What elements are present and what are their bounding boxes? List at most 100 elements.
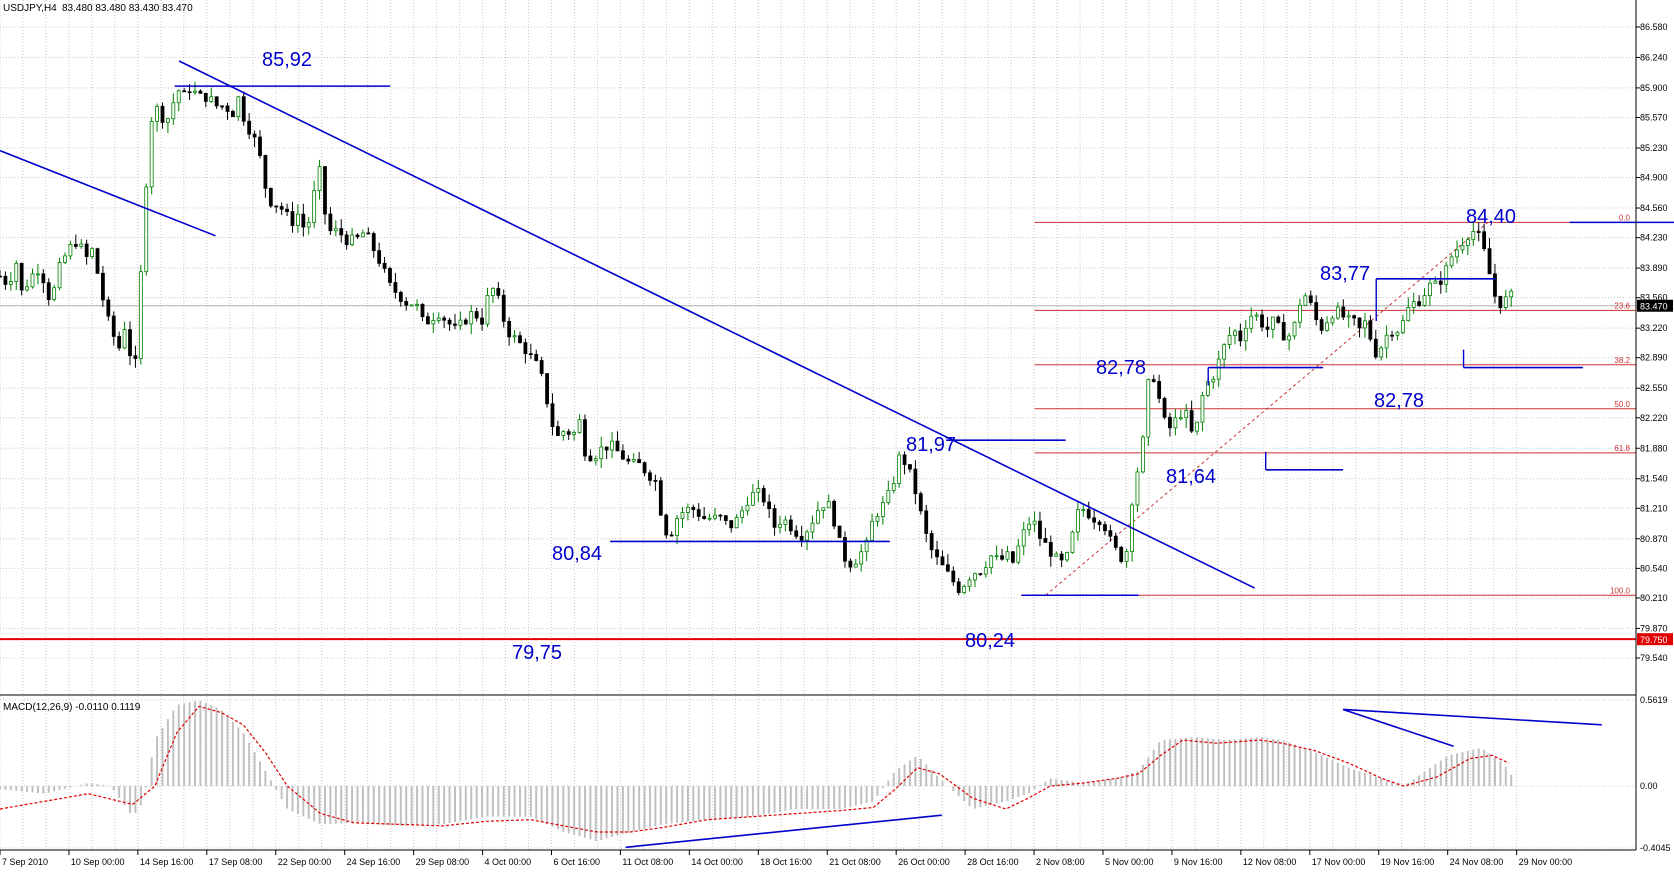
candle-body — [436, 317, 441, 321]
candle-body — [106, 299, 111, 317]
price-tick-label: 80.210 — [1640, 593, 1668, 603]
candle-body — [815, 510, 820, 524]
candle-body — [1227, 335, 1232, 346]
candle-body — [138, 271, 143, 359]
candle-body — [258, 136, 262, 156]
candle-body — [794, 530, 799, 537]
candle-body — [691, 506, 696, 510]
candle-body — [1016, 545, 1021, 563]
candle-body — [707, 517, 712, 520]
candle-body — [3, 275, 8, 285]
candle-body — [225, 105, 230, 112]
candle-body — [426, 316, 430, 325]
price-tick-label: 85.900 — [1640, 83, 1668, 93]
candle-body — [1222, 344, 1227, 360]
candle-body — [1021, 529, 1026, 547]
candle-body — [1384, 334, 1389, 349]
current-price-box — [1637, 299, 1673, 312]
candle-body — [658, 480, 663, 516]
candle-body — [122, 329, 127, 349]
candle-body — [680, 512, 685, 519]
candle-body — [388, 268, 392, 283]
candle-body — [30, 273, 35, 288]
candle-body — [1189, 410, 1194, 432]
candle-body — [377, 250, 382, 264]
candle-body — [767, 501, 772, 510]
candle-body — [1238, 330, 1243, 342]
macd-divergence-line — [1343, 708, 1602, 726]
candle-body — [859, 551, 864, 565]
candle-body — [897, 454, 902, 484]
macd-tick-label: 0.00 — [1640, 781, 1658, 791]
candle-body — [1400, 320, 1405, 333]
candle-body — [534, 353, 539, 361]
candle-body — [1319, 319, 1324, 331]
candle-body — [1363, 320, 1367, 329]
fib-level-label: 23.6 — [1614, 301, 1630, 310]
label-82-78-right: 82,78 — [1374, 390, 1424, 412]
time-tick-label: 10 Sep 00:00 — [71, 857, 125, 867]
candle-body — [983, 567, 988, 575]
price-tick-label: 81.880 — [1640, 443, 1668, 453]
candle-body — [1000, 555, 1004, 560]
candle-body — [306, 221, 311, 228]
candle-body — [1043, 538, 1048, 543]
time-tick-label: 24 Sep 16:00 — [347, 857, 401, 867]
price-tick-label: 80.870 — [1640, 534, 1668, 544]
price-tick-label: 86.240 — [1640, 52, 1668, 62]
candle-body — [588, 455, 593, 462]
candle-body — [1097, 521, 1102, 525]
candle-body — [236, 96, 241, 118]
candle-body — [1092, 517, 1097, 523]
candle-body — [778, 524, 782, 528]
trendline — [0, 149, 216, 237]
candle-body — [361, 232, 365, 238]
candle-body — [198, 90, 203, 94]
macd-divergence-line — [1342, 708, 1454, 747]
candle-body — [458, 319, 463, 326]
candle-body — [908, 464, 912, 470]
candle-body — [1027, 523, 1032, 531]
candle-body — [1417, 301, 1422, 306]
candle-body — [1476, 231, 1481, 233]
candle-body — [46, 282, 51, 300]
candle-body — [696, 509, 701, 517]
candle-body — [550, 403, 555, 427]
candle-body — [539, 360, 544, 374]
candle-body — [1005, 551, 1010, 560]
candle-body — [339, 228, 344, 236]
candle-body — [978, 573, 983, 576]
time-tick-label: 24 Nov 08:00 — [1450, 857, 1504, 867]
macd-divergence-line — [625, 814, 942, 849]
candle-body — [989, 555, 994, 569]
candle-body — [566, 431, 571, 435]
price-tick-label: 81.540 — [1640, 474, 1668, 484]
candle-body — [474, 311, 479, 319]
price-tick-label: 79.540 — [1640, 653, 1668, 663]
candle-body — [469, 311, 474, 325]
time-tick-label: 19 Nov 16:00 — [1381, 857, 1435, 867]
candle-body — [1346, 315, 1351, 318]
price-tick-label: 82.220 — [1640, 413, 1668, 423]
candle-body — [756, 488, 761, 493]
candle-body — [1200, 395, 1205, 423]
candle-body — [68, 244, 73, 257]
candle-body — [626, 458, 631, 462]
candle-body — [1379, 347, 1384, 358]
fib-trend-line — [1045, 221, 1489, 596]
candle-body — [1254, 314, 1259, 317]
candle-body — [149, 121, 154, 188]
candle-body — [1038, 520, 1042, 539]
candle-body — [0, 275, 2, 278]
candle-body — [561, 431, 566, 436]
candle-body — [1048, 541, 1053, 557]
candle-body — [620, 450, 625, 460]
candle-body — [1070, 531, 1075, 554]
candle-body — [36, 273, 40, 276]
price-tick-label: 84.560 — [1640, 203, 1668, 213]
candle-body — [25, 286, 29, 291]
candle-body — [1119, 546, 1124, 562]
candle-body — [350, 234, 354, 246]
candle-body — [1103, 524, 1107, 532]
